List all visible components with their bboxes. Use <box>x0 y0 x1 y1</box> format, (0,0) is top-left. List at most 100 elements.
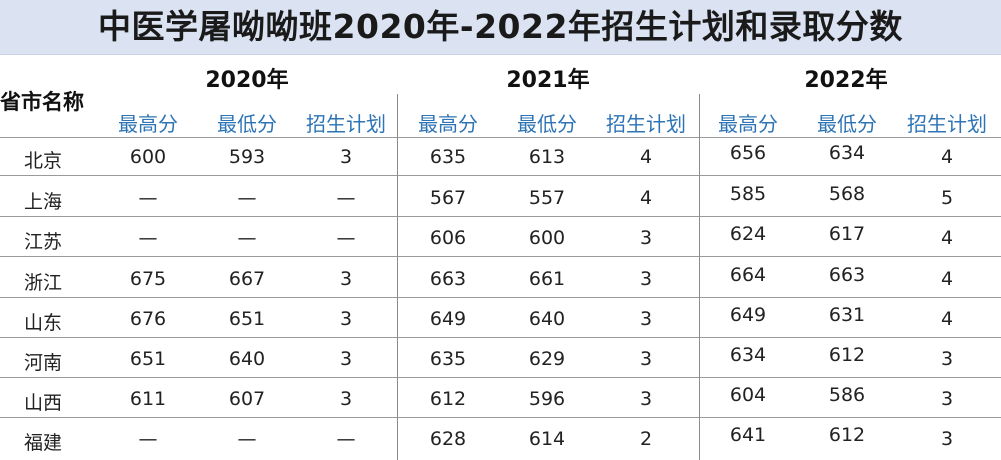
year-header-1: 2020年 <box>205 68 289 93</box>
table-cell: — <box>237 227 257 249</box>
province-header: 省市名称 <box>0 90 84 114</box>
table-cell: 4 <box>639 146 653 168</box>
table-cell: 4 <box>940 268 954 290</box>
subheader-最低分: 最低分 <box>817 112 877 136</box>
table-cell: 649 <box>729 304 767 326</box>
subheader-招生计划: 招生计划 <box>606 112 686 136</box>
table-cell: 3 <box>639 227 653 249</box>
table-cell: — <box>336 227 356 249</box>
province-name: 山东 <box>24 312 63 334</box>
section-divider <box>397 94 398 460</box>
table-cell: — <box>138 187 158 209</box>
table-cell: 3 <box>339 348 353 370</box>
subheader-最低分: 最低分 <box>517 112 577 136</box>
table-cell: 634 <box>828 142 866 164</box>
table-cell: 5 <box>940 187 954 209</box>
table-cell: — <box>336 187 356 209</box>
table-cell: 3 <box>339 388 353 410</box>
table-cell: 663 <box>828 264 866 286</box>
table-cell: 600 <box>129 146 167 168</box>
table-cell: 631 <box>828 304 866 326</box>
table-cell: 4 <box>639 187 653 209</box>
subheader-招生计划: 招生计划 <box>907 112 987 136</box>
table-cell: 4 <box>940 227 954 249</box>
table-cell: 613 <box>528 146 566 168</box>
table-cell: 663 <box>429 268 467 290</box>
row-divider <box>0 137 1001 138</box>
table-cell: 4 <box>940 308 954 330</box>
table-cell: — <box>138 227 158 249</box>
row-divider <box>0 175 1001 176</box>
section-divider <box>699 94 700 460</box>
subheader-最低分: 最低分 <box>217 112 277 136</box>
table-cell: 629 <box>528 348 566 370</box>
table-cell: 596 <box>528 388 566 410</box>
province-name: 福建 <box>24 432 63 454</box>
table-cell: 624 <box>729 223 767 245</box>
table-cell: 3 <box>940 388 954 410</box>
table-cell: 675 <box>129 268 167 290</box>
table-cell: 567 <box>429 187 467 209</box>
row-divider <box>0 377 1001 378</box>
province-name: 江苏 <box>24 231 63 253</box>
table-cell: 586 <box>828 384 866 406</box>
row-divider <box>0 297 1001 298</box>
table-cell: 600 <box>528 227 566 249</box>
table-cell: 3 <box>339 308 353 330</box>
table-cell: 649 <box>429 308 467 330</box>
province-name: 上海 <box>24 191 63 213</box>
table-cell: 641 <box>729 424 767 446</box>
subheader-招生计划: 招生计划 <box>306 112 386 136</box>
table-cell: — <box>237 187 257 209</box>
province-name: 北京 <box>24 150 63 172</box>
table-cell: 617 <box>828 223 866 245</box>
province-name: 山西 <box>24 392 63 414</box>
table-cell: 2 <box>639 428 653 450</box>
table-cell: 557 <box>528 187 566 209</box>
table-cell: 607 <box>228 388 266 410</box>
table-cell: 3 <box>339 146 353 168</box>
table-cell: 634 <box>729 344 767 366</box>
table-cell: 3 <box>639 388 653 410</box>
table-cell: 628 <box>429 428 467 450</box>
row-divider <box>0 417 1001 418</box>
table-cell: 635 <box>429 146 467 168</box>
table-cell: 568 <box>828 183 866 205</box>
table-cell: 611 <box>129 388 167 410</box>
table-cell: 3 <box>639 348 653 370</box>
subheader-最高分: 最高分 <box>718 112 778 136</box>
page-title: 中医学屠呦呦班2020年-2022年招生计划和录取分数 <box>98 7 903 46</box>
year-header-3: 2022年 <box>804 68 888 93</box>
table-cell: 661 <box>528 268 566 290</box>
table-cell: 651 <box>228 308 266 330</box>
table-cell: 667 <box>228 268 266 290</box>
table-cell: 640 <box>528 308 566 330</box>
row-divider <box>0 337 1001 338</box>
table-cell: — <box>237 428 257 450</box>
table-cell: 651 <box>129 348 167 370</box>
table-cell: 606 <box>429 227 467 249</box>
subheader-最高分: 最高分 <box>418 112 478 136</box>
table-cell: — <box>336 428 356 450</box>
table-cell: 3 <box>940 428 954 450</box>
table-cell: 656 <box>729 142 767 164</box>
table-cell: 4 <box>940 146 954 168</box>
table-cell: 585 <box>729 183 767 205</box>
table-cell: 612 <box>429 388 467 410</box>
table-cell: — <box>138 428 158 450</box>
table-cell: 676 <box>129 308 167 330</box>
table-cell: 3 <box>639 308 653 330</box>
row-divider <box>0 216 1001 217</box>
table-cell: 635 <box>429 348 467 370</box>
table-cell: 3 <box>940 348 954 370</box>
table-cell: 3 <box>639 268 653 290</box>
table-cell: 604 <box>729 384 767 406</box>
table-cell: 3 <box>339 268 353 290</box>
province-name: 河南 <box>24 352 63 374</box>
title-bar <box>0 0 1001 55</box>
table-cell: 593 <box>228 146 266 168</box>
year-header-2: 2021年 <box>506 68 590 93</box>
table-cell: 640 <box>228 348 266 370</box>
table-cell: 612 <box>828 424 866 446</box>
table-cell: 612 <box>828 344 866 366</box>
